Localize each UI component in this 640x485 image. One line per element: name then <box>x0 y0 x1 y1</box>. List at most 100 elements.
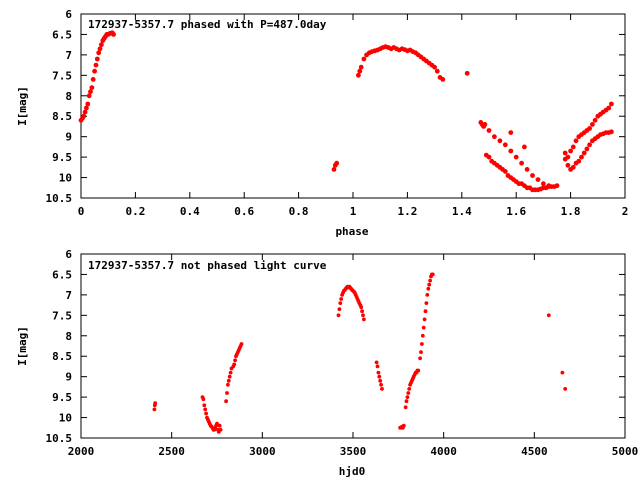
data-point <box>359 305 364 310</box>
data-point <box>374 360 379 365</box>
data-point <box>581 150 587 156</box>
data-point <box>522 144 527 150</box>
y-tick-label: 8.5 <box>52 110 72 123</box>
data-point <box>502 169 508 174</box>
data-point <box>568 148 573 154</box>
data-point <box>560 370 565 375</box>
data-point <box>573 138 579 144</box>
y-tick-label: 7 <box>65 289 72 302</box>
data-point <box>576 158 582 164</box>
data-point <box>201 397 206 402</box>
data-point <box>378 378 383 383</box>
data-point <box>430 272 435 277</box>
data-point <box>204 411 209 416</box>
data-point <box>96 50 102 56</box>
y-tick-label: 7 <box>65 49 72 62</box>
y-tick-label: 7.5 <box>52 309 72 322</box>
unphased-xlabel: hjd0 <box>339 465 366 478</box>
data-point <box>432 64 437 70</box>
data-point <box>85 101 91 107</box>
data-point <box>427 282 432 287</box>
y-tick-label: 7.5 <box>52 69 72 82</box>
data-point <box>508 130 514 136</box>
phased-points <box>78 30 614 193</box>
x-tick-label: 1.6 <box>506 205 526 218</box>
data-point <box>584 146 590 152</box>
data-point <box>81 113 87 119</box>
y-tick-label: 10.5 <box>46 432 73 445</box>
data-point <box>226 378 231 383</box>
data-point <box>497 138 503 144</box>
data-point <box>92 68 97 74</box>
data-point <box>407 387 412 391</box>
data-point <box>426 286 431 291</box>
data-point <box>513 154 519 160</box>
data-point <box>502 142 508 148</box>
phased-ticks: 0 0.2 0.4 0.6 0.8 1 1.2 1.4 1.6 1.8 2 6 6.5 7 7.5 8 8.5 9… <box>46 8 629 218</box>
data-point <box>401 423 406 428</box>
data-point <box>338 301 343 305</box>
data-point <box>464 70 470 76</box>
data-point <box>403 405 408 410</box>
phased-panel: 172937-5357.7 phased with P=487.0day pha… <box>16 8 628 238</box>
data-point <box>590 122 595 127</box>
data-point <box>570 144 576 150</box>
data-point <box>361 56 367 62</box>
data-point <box>420 342 424 346</box>
data-point <box>609 129 614 135</box>
data-point <box>418 356 422 361</box>
x-tick-label: 1 <box>350 205 357 218</box>
data-point <box>375 364 380 369</box>
data-point <box>428 278 432 283</box>
data-point <box>579 154 584 160</box>
data-point <box>424 301 429 305</box>
x-tick-label: 3000 <box>249 445 276 458</box>
phased-xlabel: phase <box>335 225 368 238</box>
data-point <box>587 142 592 148</box>
y-tick-label: 10 <box>59 412 72 425</box>
data-point <box>519 160 524 166</box>
data-point <box>339 297 344 301</box>
data-point <box>86 93 92 99</box>
data-point <box>420 333 425 338</box>
phased-title: 172937-5357.7 phased with P=487.0day <box>88 18 327 31</box>
data-point <box>486 154 492 160</box>
data-point <box>334 160 340 166</box>
data-point <box>215 421 219 426</box>
data-point <box>421 325 426 330</box>
data-point <box>361 313 365 318</box>
data-point <box>357 68 363 74</box>
data-point <box>362 317 366 322</box>
x-tick-label: 2500 <box>158 445 185 458</box>
x-tick-label: 1.4 <box>452 205 472 218</box>
data-point <box>606 105 612 111</box>
x-tick-label: 0.8 <box>289 205 309 218</box>
unphased-ylabel: I[mag] <box>16 326 29 366</box>
data-point <box>233 358 238 363</box>
data-point <box>535 177 541 183</box>
data-point <box>218 427 223 432</box>
data-point <box>565 162 571 168</box>
data-point <box>89 85 95 90</box>
data-point <box>434 68 440 74</box>
data-point <box>99 42 104 48</box>
data-point <box>380 387 384 391</box>
unphased-title: 172937-5357.7 not phased light curve <box>88 259 327 272</box>
data-point <box>440 77 446 82</box>
data-point <box>562 156 568 162</box>
data-point <box>152 407 157 412</box>
data-point <box>224 399 229 404</box>
data-point <box>492 134 497 140</box>
data-point <box>530 173 535 178</box>
data-point <box>508 148 514 154</box>
data-point <box>232 362 237 367</box>
unphased-panel: 172937-5357.7 not phased light curve hjd… <box>16 248 638 478</box>
data-point <box>358 64 364 70</box>
x-tick-label: 4000 <box>430 445 457 458</box>
data-point <box>82 109 88 115</box>
phased-ylabel: I[mag] <box>16 86 29 126</box>
data-point <box>423 309 428 314</box>
y-tick-label: 6.5 <box>52 28 72 41</box>
